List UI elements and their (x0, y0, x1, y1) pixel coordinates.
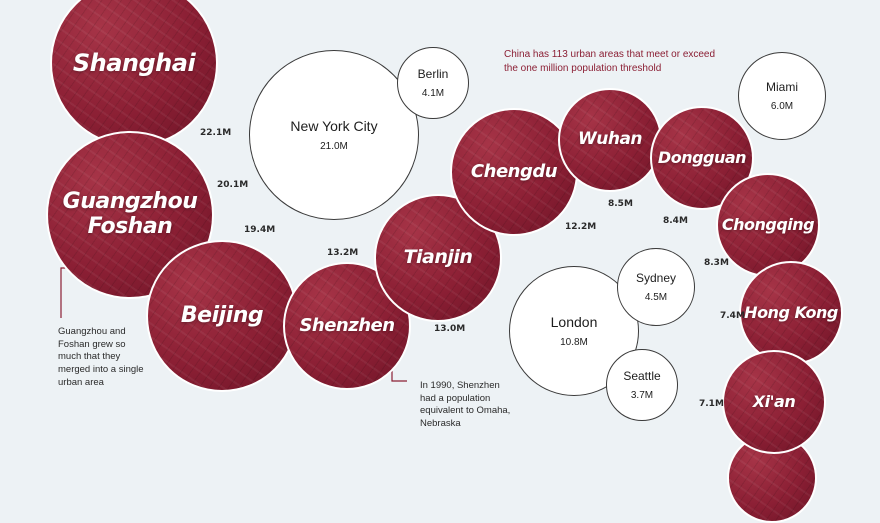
china-city-name-line: Hong Kong (744, 303, 838, 323)
bubble-chart: China has 113 urban areas that meet or e… (46, 0, 843, 523)
population-label-xi-an: 7.1M (699, 399, 724, 409)
china-bubble-shanghai: Shanghai (50, 0, 218, 147)
population-label-chongqing: 8.3M (704, 258, 729, 268)
world-city-name-new-york-city: New York City (290, 118, 378, 135)
population-label-hong-kong: 7.4M (720, 311, 745, 321)
world-city-name-berlin: Berlin (417, 67, 449, 82)
annotation-shenzhen: In 1990, Shenzhen had a population equiv… (420, 380, 511, 429)
china-city-name-line: Shanghai (72, 48, 196, 77)
china-city-name-line: Chengdu (470, 160, 558, 182)
annotation-guangzhou-foshan: Guangzhou and Foshan grew so much that t… (58, 326, 144, 388)
world-city-name-london: London (550, 314, 598, 331)
china-city-name-chengdu: Chengdu (470, 160, 558, 182)
population-label-tianjin: 13.0M (434, 324, 466, 334)
china-city-name-line: Guangzhou (62, 189, 198, 215)
population-label-beijing: 19.4M (244, 225, 276, 235)
world-city-name-miami: Miami (766, 80, 798, 95)
china-city-name-guangzhou-foshan: Guangzhou Foshan (63, 190, 198, 239)
world-city-population-london: 10.8M (560, 336, 588, 348)
china-city-name-line: Foshan (87, 214, 173, 239)
population-label-wuhan: 8.5M (608, 199, 633, 209)
world-bubble-sydney: Sydney 4.5M (617, 248, 695, 326)
annotation-china-urban-areas: China has 113 urban areas that meet or e… (504, 49, 716, 74)
china-city-name-hong-kong: Hong Kong (744, 304, 838, 322)
china-bubble-chongqing: Chongqing (716, 173, 820, 277)
population-label-dongguan: 8.4M (663, 216, 688, 226)
china-city-name-line: Shenzhen (299, 314, 395, 336)
china-city-name-beijing: Beijing (180, 302, 264, 329)
population-label-guangzhou-foshan: 20.1M (217, 180, 249, 190)
china-city-name-line: Chongqing (721, 215, 815, 235)
china-bubble-tianjin: Tianjin (374, 194, 502, 322)
world-bubble-new-york-city: New York City 21.0M (249, 50, 419, 220)
china-city-name-line: Beijing (180, 302, 264, 328)
world-city-name-seattle: Seattle (623, 369, 661, 384)
population-label-chengdu: 12.2M (565, 222, 597, 232)
china-city-name-wuhan: Wuhan (577, 129, 643, 150)
china-city-name-shenzhen: Shenzhen (299, 314, 395, 336)
china-bubble-beijing: Beijing (146, 240, 298, 392)
china-bubble-hong-kong: Hong Kong (739, 261, 843, 365)
population-label-shenzhen: 13.2M (327, 248, 359, 258)
population-label-shanghai: 22.1M (200, 128, 232, 138)
china-city-name-chongqing: Chongqing (721, 215, 815, 235)
china-bubble-shenzhen: Shenzhen (283, 262, 411, 390)
china-city-name-line: Wuhan (577, 129, 643, 150)
china-city-name-tianjin: Tianjin (403, 246, 473, 269)
china-city-name-shanghai: Shanghai (72, 48, 196, 77)
world-bubble-seattle: Seattle 3.7M (606, 349, 678, 421)
china-city-name-line: Dongguan (657, 148, 747, 168)
world-city-population-new-york-city: 21.0M (320, 140, 348, 152)
world-bubble-berlin: Berlin 4.1M (397, 47, 469, 119)
china-city-name-dongguan: Dongguan (657, 148, 747, 168)
world-city-population-sydney: 4.5M (644, 291, 668, 303)
china-city-name-line: Xi'an (752, 392, 796, 412)
world-city-population-berlin: 4.1M (421, 87, 445, 99)
china-bubble-wuhan: Wuhan (558, 88, 662, 192)
world-city-name-sydney: Sydney (635, 271, 677, 286)
world-city-population-miami: 6.0M (770, 100, 794, 112)
guangzhou-note-leader (60, 267, 70, 318)
world-city-population-seattle: 3.7M (630, 389, 654, 401)
china-bubble-chengdu: Chengdu (450, 108, 578, 236)
world-bubble-miami: Miami 6.0M (738, 52, 826, 140)
china-city-name-line: Tianjin (403, 246, 473, 269)
china-bubble-xi-an: Xi'an (722, 350, 826, 454)
china-city-name-xi-an: Xi'an (752, 392, 796, 412)
